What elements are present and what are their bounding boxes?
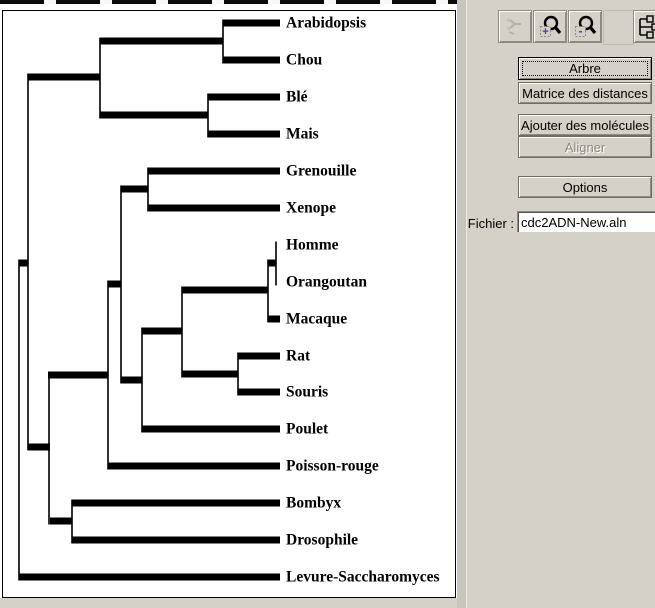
tree-leaf-label[interactable]: Rat xyxy=(286,348,311,365)
tree-leaf-label[interactable]: Blé xyxy=(286,89,308,106)
panel-splitter[interactable] xyxy=(457,0,467,608)
branch-tool-icon xyxy=(503,15,527,39)
bottom-margin xyxy=(0,598,457,608)
ajouter-des-molecules-button[interactable]: Ajouter des molécules xyxy=(518,114,652,136)
tree-leaf-label[interactable]: Poisson-rouge xyxy=(286,458,379,475)
tree-leaf-label[interactable]: Macaque xyxy=(286,311,347,328)
zoom-out-icon: - xyxy=(572,14,598,40)
tree-leaf-label[interactable]: Xenope xyxy=(286,200,336,217)
tree-leaf-label[interactable]: Poulet xyxy=(286,421,329,438)
tree-leaf-label[interactable]: Souris xyxy=(286,384,328,401)
fichier-label: Fichier : xyxy=(467,216,514,231)
toolbar-spacer xyxy=(603,10,634,45)
options-button[interactable]: Options xyxy=(518,176,652,198)
svg-text:+: + xyxy=(542,26,548,38)
tree-leaf-label[interactable]: Chou xyxy=(286,52,323,69)
tree-leaf-label[interactable]: Levure-Saccharomyces xyxy=(286,569,440,586)
tree-leaf-label[interactable]: Grenouille xyxy=(286,163,356,180)
zoom-out-button[interactable]: - xyxy=(568,10,602,43)
tree-diagram-icon xyxy=(636,14,655,40)
tree-leaf-label[interactable]: Homme xyxy=(286,237,339,254)
matrice-des-distances-button[interactable]: Matrice des distances xyxy=(518,82,652,104)
fichier-input[interactable] xyxy=(517,211,655,232)
tree-diagram-button[interactable] xyxy=(633,10,655,43)
branch-tool-button[interactable] xyxy=(498,10,532,43)
svg-text:-: - xyxy=(579,24,583,38)
zoom-in-icon: + xyxy=(537,14,563,40)
arbre-button[interactable]: Arbre xyxy=(518,57,652,80)
tree-leaf-label[interactable]: Bombyx xyxy=(286,495,341,512)
tree-leaf-label[interactable]: Drosophile xyxy=(286,532,358,549)
aligner-button[interactable]: Aligner xyxy=(518,136,652,158)
tree-leaf-label[interactable]: Orangoutan xyxy=(286,274,367,291)
tree-leaf-label[interactable]: Arabidopsis xyxy=(286,15,366,32)
clipped-toolbar-strip xyxy=(0,0,457,4)
zoom-in-button[interactable]: + xyxy=(533,10,567,43)
tree-leaf-label[interactable]: Mais xyxy=(286,126,319,143)
tree-panel xyxy=(2,10,456,598)
